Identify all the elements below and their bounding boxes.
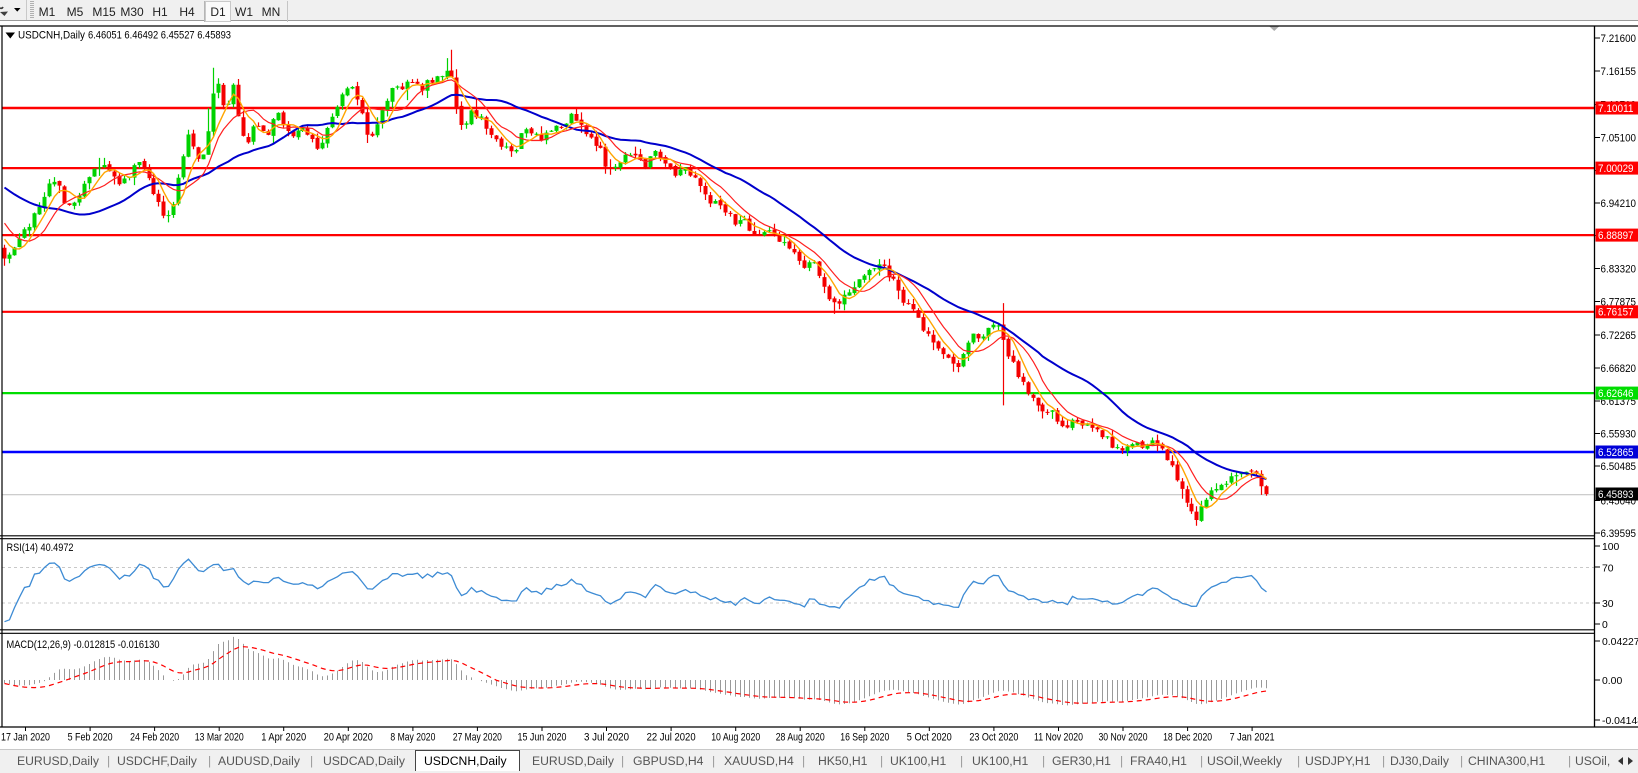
svg-text:30: 30 [1602, 599, 1614, 610]
svg-text:7 Jan 2021: 7 Jan 2021 [1230, 732, 1275, 744]
svg-text:0: 0 [1602, 620, 1608, 631]
svg-text:-0.04148: -0.04148 [1602, 716, 1638, 727]
svg-text:6.88897: 6.88897 [1598, 230, 1634, 242]
svg-text:0.00: 0.00 [1602, 676, 1622, 687]
svg-text:6.72265: 6.72265 [1601, 330, 1637, 342]
svg-text:6.45893: 6.45893 [1598, 489, 1634, 501]
svg-text:70: 70 [1602, 563, 1614, 574]
svg-text:1 Apr 2020: 1 Apr 2020 [261, 732, 306, 744]
svg-text:16 Sep 2020: 16 Sep 2020 [840, 732, 889, 744]
svg-text:8 May 2020: 8 May 2020 [390, 732, 435, 744]
svg-text:RSI(14) 40.4972: RSI(14) 40.4972 [7, 542, 74, 554]
svg-text:22 Jul 2020: 22 Jul 2020 [647, 732, 696, 744]
svg-text:6.76157: 6.76157 [1598, 307, 1634, 319]
svg-text:18 Dec 2020: 18 Dec 2020 [1163, 732, 1212, 744]
svg-text:6.52865: 6.52865 [1598, 447, 1634, 459]
svg-text:3 Jul 2020: 3 Jul 2020 [584, 732, 629, 744]
svg-text:10 Aug 2020: 10 Aug 2020 [711, 732, 760, 744]
svg-text:6.66820: 6.66820 [1601, 363, 1637, 375]
svg-text:0.042275: 0.042275 [1602, 637, 1638, 648]
svg-text:6.62646: 6.62646 [1598, 388, 1634, 400]
svg-text:27 May 2020: 27 May 2020 [453, 732, 502, 744]
svg-text:20 Apr 2020: 20 Apr 2020 [324, 732, 373, 744]
svg-text:6.83320: 6.83320 [1601, 263, 1637, 275]
svg-text:100: 100 [1602, 542, 1620, 553]
svg-text:6.46051 6.46492 6.45527 6.4589: 6.46051 6.46492 6.45527 6.45893 [88, 29, 231, 41]
svg-text:11 Nov 2020: 11 Nov 2020 [1034, 732, 1083, 744]
svg-text:6.55930: 6.55930 [1601, 428, 1637, 440]
svg-text:6.50485: 6.50485 [1601, 461, 1637, 473]
svg-text:30 Nov 2020: 30 Nov 2020 [1099, 732, 1148, 744]
svg-text:15 Jun 2020: 15 Jun 2020 [518, 732, 567, 744]
svg-text:7.10011: 7.10011 [1598, 103, 1634, 115]
svg-text:17 Jan 2020: 17 Jan 2020 [1, 732, 50, 744]
svg-text:28 Aug 2020: 28 Aug 2020 [776, 732, 825, 744]
svg-text:USDCNH,Daily: USDCNH,Daily [18, 29, 85, 41]
svg-text:6.94210: 6.94210 [1601, 198, 1637, 210]
svg-text:24 Feb 2020: 24 Feb 2020 [130, 732, 179, 744]
svg-text:6.39595: 6.39595 [1601, 528, 1637, 540]
svg-text:23 Oct 2020: 23 Oct 2020 [969, 732, 1018, 744]
svg-text:7.05100: 7.05100 [1601, 132, 1637, 144]
svg-text:5 Oct 2020: 5 Oct 2020 [907, 732, 952, 744]
svg-text:7.21600: 7.21600 [1601, 33, 1637, 45]
svg-text:5 Feb 2020: 5 Feb 2020 [68, 732, 113, 744]
svg-text:13 Mar 2020: 13 Mar 2020 [195, 732, 244, 744]
svg-text:7.16155: 7.16155 [1601, 66, 1637, 78]
svg-text:MACD(12,26,9) -0.012815 -0.016: MACD(12,26,9) -0.012815 -0.016130 [7, 639, 160, 651]
svg-text:7.00029: 7.00029 [1598, 163, 1634, 175]
